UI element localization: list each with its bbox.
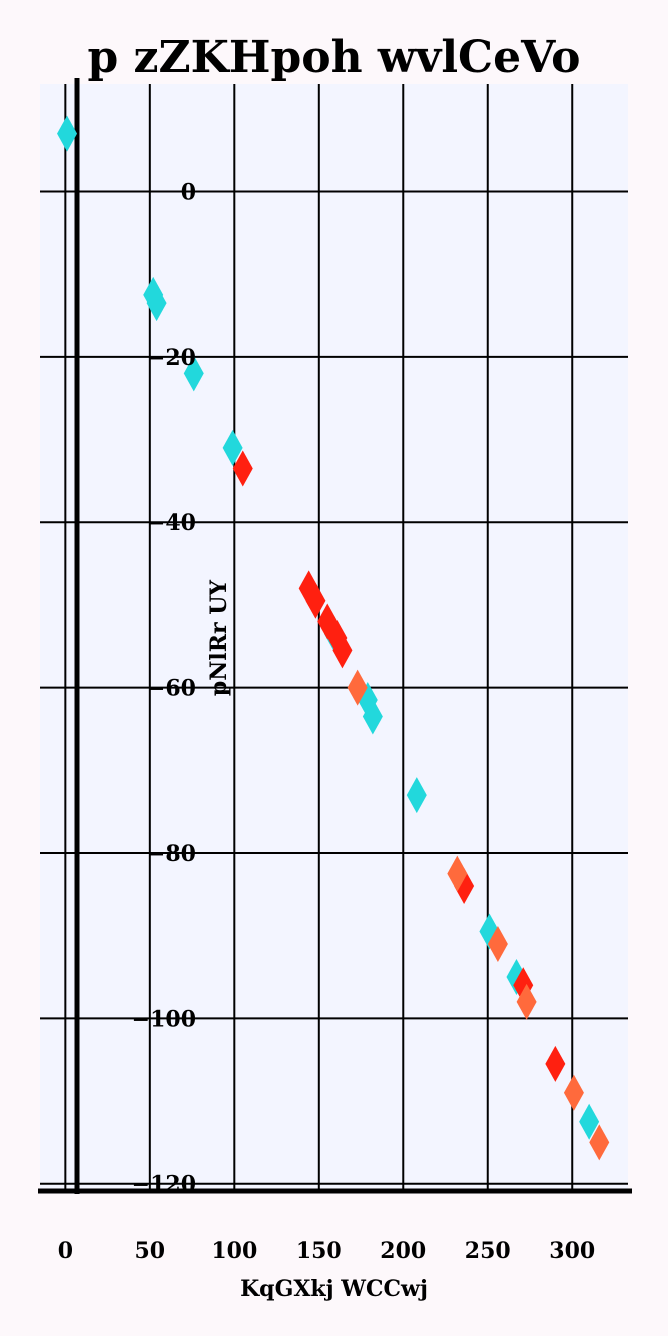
data-point-red	[545, 1045, 566, 1082]
data-point-orange	[447, 855, 468, 892]
x-tick-label: 0	[58, 1238, 73, 1264]
data-point-cyan	[57, 115, 78, 152]
data-point-orange	[563, 1074, 584, 1111]
chart-title: p zZKHpoh wvlCeVo	[87, 32, 580, 83]
y-tick-label: −60	[147, 676, 196, 702]
y-tick-label: −100	[132, 1006, 196, 1032]
x-tick-label: 200	[380, 1238, 426, 1264]
y-tick-label: −80	[147, 841, 196, 867]
data-point-orange	[487, 925, 508, 962]
data-point-orange	[347, 669, 368, 706]
data-points	[57, 115, 610, 1161]
x-tick-label: 150	[296, 1238, 342, 1264]
data-point-red	[232, 450, 253, 487]
x-axis-label: KqGXkj WCCwj	[240, 1276, 428, 1302]
data-point-red	[332, 632, 353, 669]
data-point-cyan	[146, 285, 167, 322]
data-point-cyan	[183, 355, 204, 392]
x-tick-label: 300	[549, 1238, 595, 1264]
y-tick-label: −120	[132, 1172, 196, 1198]
y-tick-label: −40	[147, 510, 196, 536]
x-tick-label: 50	[135, 1238, 166, 1264]
data-point-cyan	[222, 429, 243, 466]
data-point-red	[305, 582, 326, 619]
y-axis-label: pNlRr UY	[206, 580, 232, 697]
x-tick-label: 250	[465, 1238, 511, 1264]
data-point-orange	[589, 1124, 610, 1161]
y-tick-label: −20	[147, 345, 196, 371]
grid	[40, 84, 628, 1192]
data-point-orange	[516, 983, 537, 1020]
x-tick-label: 100	[211, 1238, 257, 1264]
data-point-cyan	[362, 698, 383, 735]
data-point-cyan	[406, 777, 427, 814]
y-tick-label: 0	[181, 179, 196, 205]
tick-labels: 0 50 100 150 200 250 300 0 −20 −40 −60 −80 −100 −120	[58, 179, 596, 1264]
data-point-cyan	[579, 1103, 600, 1140]
